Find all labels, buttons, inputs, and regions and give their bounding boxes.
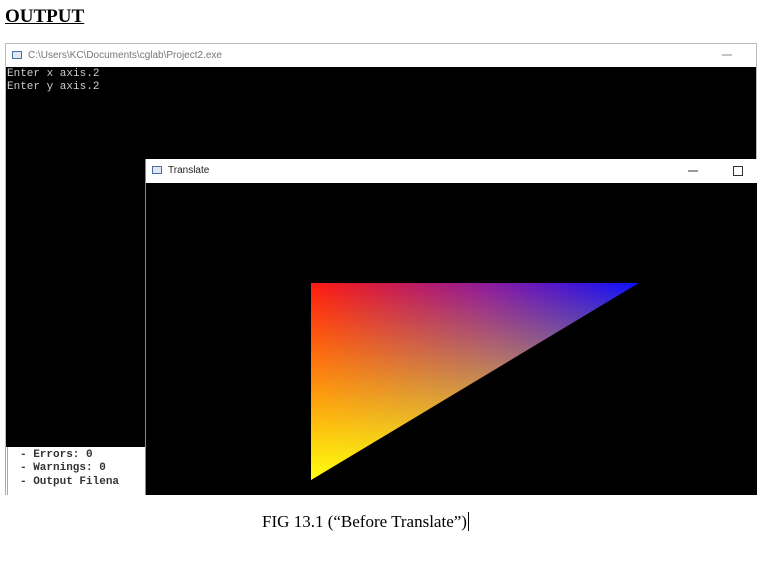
translate-window: Translate: [145, 159, 757, 495]
caption-text: FIG 13.1 (“Before Translate”): [262, 512, 467, 531]
text-cursor: ​: [467, 512, 469, 531]
title-bar: C:\Users\KC\Documents\cglab\Project2.exe: [6, 44, 756, 67]
console-line: Enter x axis.2: [7, 68, 100, 80]
window-icon: [12, 51, 22, 59]
minimize-button[interactable]: [686, 165, 700, 177]
minimize-button[interactable]: [720, 50, 734, 60]
triangle-shading: [311, 283, 639, 480]
log-line: - Warnings: 0: [20, 462, 106, 474]
maximize-button[interactable]: [731, 165, 745, 177]
title-bar: Translate: [146, 159, 757, 183]
caption: FIG 13.1 (“Before Translate”)​: [0, 512, 731, 532]
window-title: C:\Users\KC\Documents\cglab\Project2.exe: [28, 50, 222, 61]
window-title: Translate: [168, 165, 210, 176]
window-icon: [152, 166, 162, 174]
log-line: - Errors: 0: [20, 449, 93, 461]
build-log: - Errors: 0 - Warnings: 0 - Output Filen…: [5, 447, 145, 495]
console-line: Enter y axis.2: [7, 81, 100, 93]
heading: OUTPUT: [5, 6, 85, 27]
triangle-canvas: [311, 283, 639, 480]
log-line: - Output Filena: [20, 476, 120, 488]
